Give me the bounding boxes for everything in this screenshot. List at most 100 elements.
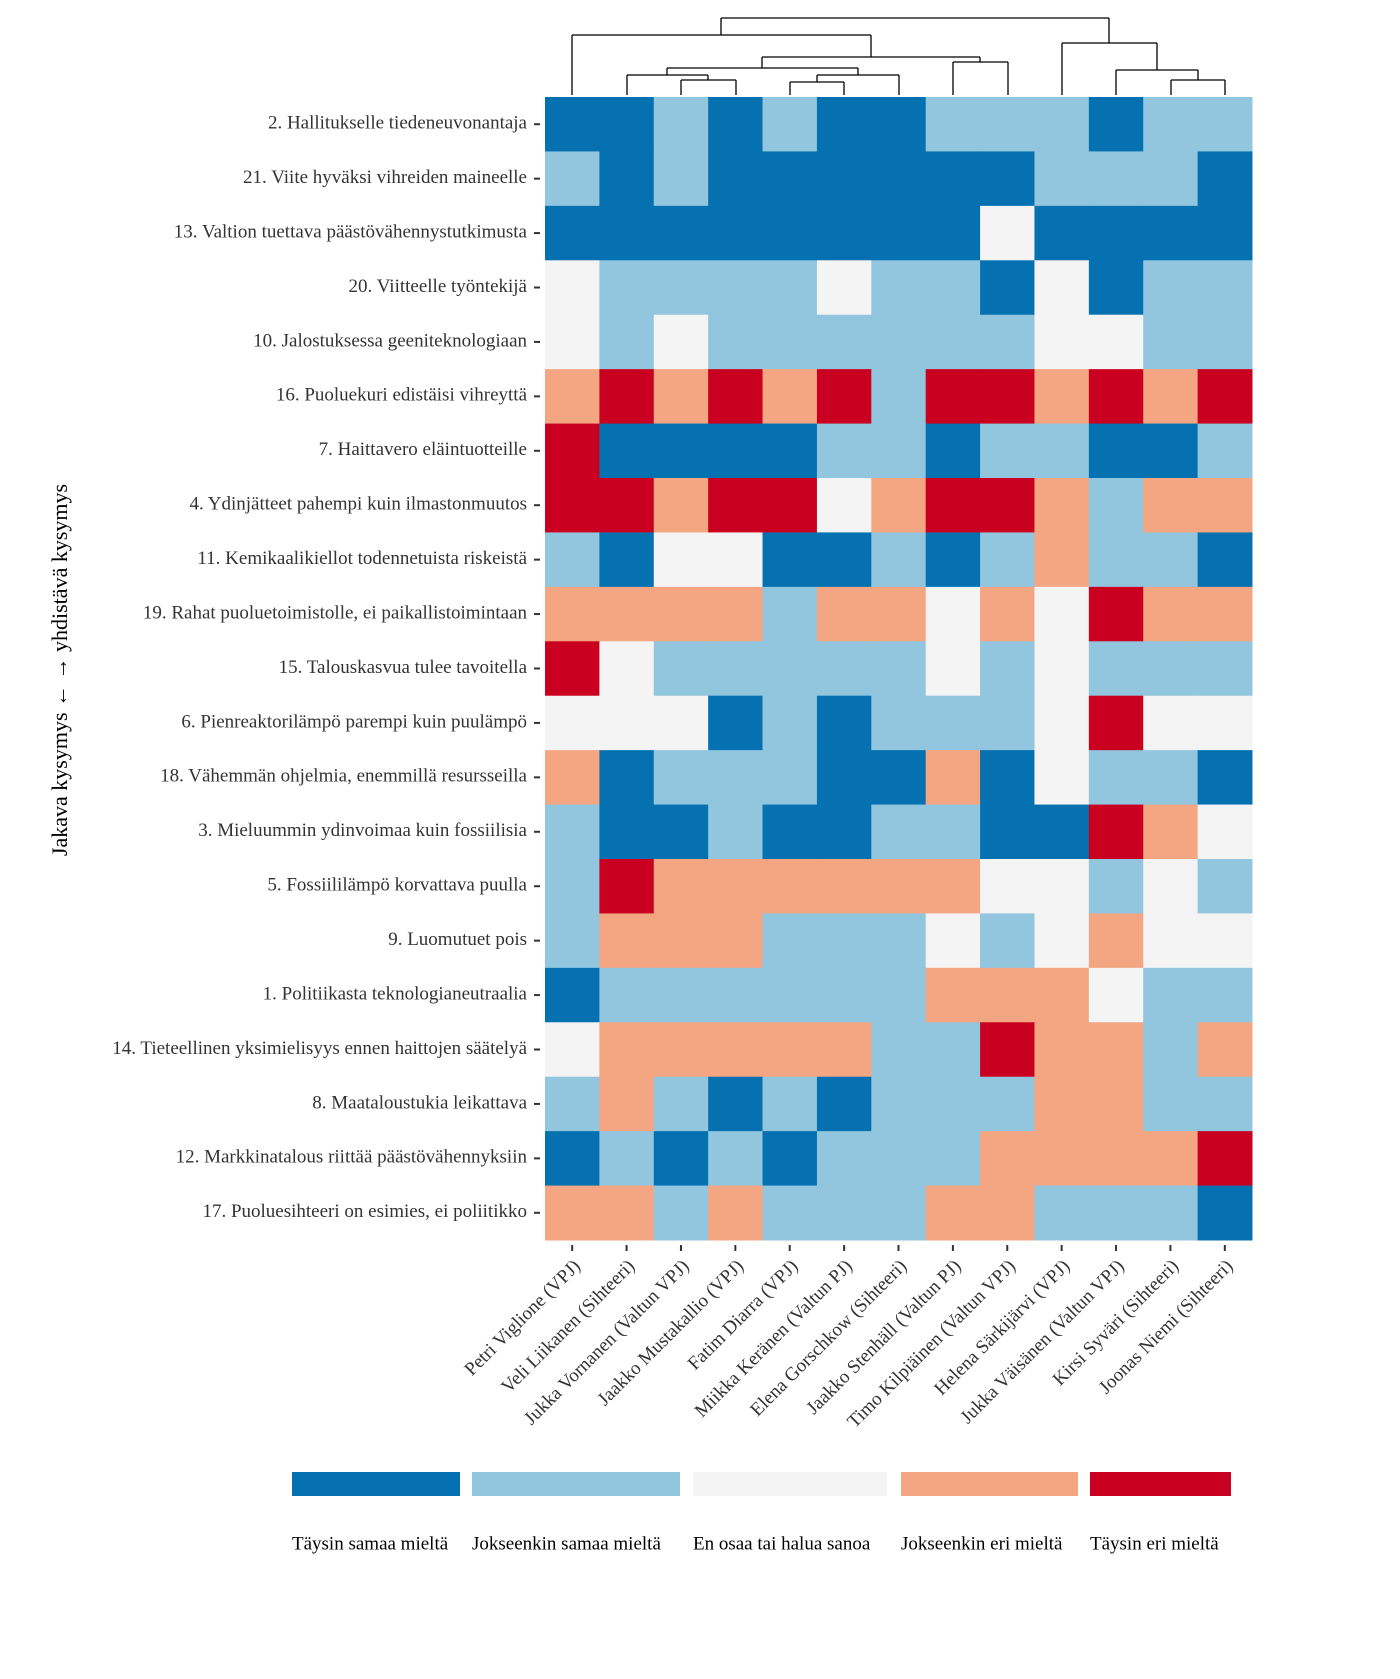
heat-cell <box>871 260 927 316</box>
heat-cell <box>1197 260 1253 316</box>
heat-cell <box>1197 205 1253 261</box>
heat-cell <box>1197 532 1253 588</box>
heat-cell <box>1034 1022 1090 1078</box>
heat-cell <box>1088 97 1144 152</box>
heat-cell <box>653 532 709 588</box>
heat-cell <box>816 695 872 751</box>
heat-cell <box>980 369 1035 425</box>
heat-cell <box>871 750 927 806</box>
heat-cell <box>762 369 818 425</box>
heat-cell <box>545 1022 600 1078</box>
heat-cell <box>871 151 927 207</box>
heat-cell <box>1034 205 1090 261</box>
heat-cell <box>708 1131 764 1187</box>
heat-cell <box>708 859 764 914</box>
heat-cell <box>599 1022 655 1078</box>
heat-cell <box>545 260 600 316</box>
y-tick-label: 1. Politiikasta teknologianeutraalia <box>263 983 528 1004</box>
legend-swatch <box>693 1472 887 1496</box>
heat-cell <box>1143 1185 1199 1241</box>
heat-cell <box>980 532 1035 588</box>
heat-cell <box>762 913 818 969</box>
heat-cell <box>1197 1076 1253 1132</box>
heat-cell <box>762 1022 818 1078</box>
heat-cell <box>1034 1185 1090 1241</box>
heat-cell <box>1143 750 1199 806</box>
heat-cell <box>1197 859 1253 914</box>
heat-cell <box>816 859 872 914</box>
heat-cell <box>1143 260 1199 316</box>
heat-cell <box>545 641 600 697</box>
heat-cell <box>762 97 818 152</box>
y-tick-label: 8. Maataloustukia leikattava <box>312 1092 527 1113</box>
heat-cell <box>871 859 927 914</box>
heat-cell <box>545 750 600 806</box>
heat-cell <box>1197 423 1253 479</box>
heat-cell <box>1143 478 1199 533</box>
heat-cell <box>1088 859 1144 914</box>
heat-cell <box>653 260 709 316</box>
heat-cell <box>708 750 764 806</box>
heat-cell <box>1143 314 1199 370</box>
heat-cell <box>871 478 927 533</box>
heat-cell <box>1088 260 1144 316</box>
heat-cell <box>1034 1076 1090 1132</box>
heat-cell <box>1197 1022 1253 1078</box>
heat-cell <box>1143 151 1199 207</box>
legend-label: Täysin eri mieltä <box>1090 1533 1219 1554</box>
heat-cell <box>1197 369 1253 425</box>
heat-cell <box>545 695 600 751</box>
heat-cell <box>871 913 927 969</box>
heat-cell <box>653 750 709 806</box>
heat-cell <box>762 260 818 316</box>
heat-cell <box>599 695 655 751</box>
heat-cell <box>653 1131 709 1187</box>
heat-cell <box>1088 913 1144 969</box>
heat-cell <box>816 1076 872 1132</box>
heat-cell <box>871 804 927 860</box>
heat-cell <box>925 1022 981 1078</box>
heat-cell <box>1143 423 1199 479</box>
legend-swatch <box>901 1472 1078 1496</box>
heat-cell <box>762 1185 818 1241</box>
heat-cell <box>653 967 709 1023</box>
heat-cell <box>653 423 709 479</box>
heat-cell <box>980 97 1035 152</box>
heat-cell <box>1034 1131 1090 1187</box>
heat-cell <box>925 913 981 969</box>
heat-cell <box>708 151 764 207</box>
heat-cell <box>1034 151 1090 207</box>
heat-cell <box>1088 532 1144 588</box>
heat-cell <box>980 913 1035 969</box>
heat-cell <box>980 750 1035 806</box>
y-tick-label: 21. Viite hyväksi vihreiden maineelle <box>243 167 527 188</box>
heat-cell <box>980 1022 1035 1078</box>
heat-cell <box>925 369 981 425</box>
heat-cell <box>816 314 872 370</box>
heat-cell <box>816 423 872 479</box>
heat-cell <box>1034 369 1090 425</box>
heat-cell <box>816 151 872 207</box>
heat-cell <box>925 260 981 316</box>
heat-cell <box>653 151 709 207</box>
heat-cell <box>925 641 981 697</box>
heat-cell <box>1088 1131 1144 1187</box>
heat-cell <box>708 314 764 370</box>
heat-cell <box>1034 695 1090 751</box>
heat-cell <box>545 859 600 914</box>
heat-cell <box>653 804 709 860</box>
heat-cell <box>1088 1076 1144 1132</box>
heat-cell <box>599 423 655 479</box>
heat-cell <box>925 859 981 914</box>
heat-cell <box>980 478 1035 533</box>
heat-cell <box>925 586 981 642</box>
heat-cell <box>816 586 872 642</box>
heat-cell <box>816 641 872 697</box>
heat-cell <box>1034 423 1090 479</box>
heat-cell <box>871 586 927 642</box>
heat-cell <box>980 260 1035 316</box>
heat-cell <box>762 695 818 751</box>
heat-cell <box>980 1131 1035 1187</box>
heat-cell <box>925 750 981 806</box>
heat-cell <box>708 913 764 969</box>
